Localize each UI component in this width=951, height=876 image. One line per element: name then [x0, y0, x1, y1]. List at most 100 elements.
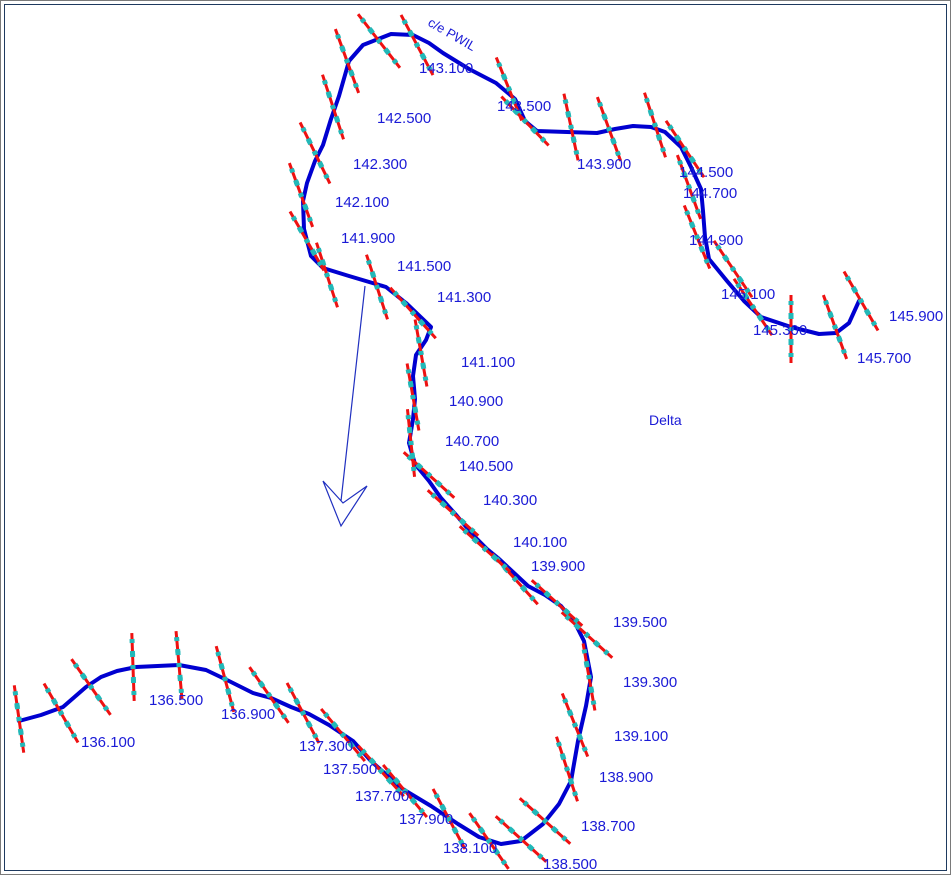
cross-section-tick	[426, 65, 433, 71]
cross-section-tick	[394, 778, 401, 785]
cross-section-tick	[715, 244, 722, 251]
cross-section-tick	[414, 420, 421, 426]
station-label: 137.700	[355, 788, 409, 805]
cross-section-tick	[87, 683, 95, 691]
cross-section	[288, 210, 326, 272]
station-label: 142.300	[353, 156, 407, 173]
cross-section-tick	[863, 308, 871, 315]
cross-section	[333, 28, 361, 94]
cross-section	[389, 286, 437, 340]
cross-section-tick	[305, 720, 312, 727]
cross-section-tick	[539, 136, 547, 143]
cross-section-tick	[343, 58, 351, 64]
cross-section-tick	[352, 82, 359, 89]
cross-section-tick	[16, 716, 22, 722]
cross-section	[426, 489, 480, 537]
cross-section	[530, 579, 584, 627]
cross-section-tick	[500, 859, 508, 866]
cross-section-tick	[410, 394, 416, 400]
cross-section-tick	[449, 509, 457, 517]
cross-section-tick	[315, 247, 322, 253]
cross-section-tick	[857, 298, 865, 304]
region-label-delta: Delta	[649, 412, 682, 428]
station-label: 136.100	[81, 734, 135, 751]
station-label: 144.500	[679, 164, 733, 181]
cross-section-tick	[684, 210, 691, 216]
cross-section-tick	[576, 733, 583, 739]
cross-section-tick	[614, 150, 621, 157]
cross-section-tick	[420, 362, 426, 368]
cross-section-tick	[129, 638, 135, 644]
cross-section-tick	[94, 693, 102, 700]
cross-section-tick	[359, 17, 367, 24]
cross-section	[214, 645, 236, 713]
cross-section-tick	[521, 117, 529, 125]
cross-section-tick	[272, 701, 280, 708]
station-label: 136.500	[149, 692, 203, 709]
cross-section	[560, 692, 590, 758]
cross-section-tick	[327, 283, 334, 290]
cross-section-tick	[316, 260, 324, 267]
cross-section-tick	[605, 126, 613, 132]
cross-section	[319, 707, 367, 763]
cross-section	[518, 797, 572, 845]
cross-section-tick	[434, 479, 442, 487]
cross-section-tick	[130, 676, 136, 682]
cross-section-tick	[836, 335, 843, 342]
cross-section-tick	[490, 553, 498, 561]
cross-section-tick	[332, 722, 339, 729]
cross-section	[664, 119, 706, 179]
cross-section	[174, 630, 184, 700]
cross-section	[413, 319, 429, 387]
cross-section-tick	[409, 452, 415, 458]
cross-section-tick	[368, 28, 375, 35]
cross-section-tick	[573, 149, 580, 155]
cross-section-tick	[788, 327, 794, 331]
cross-section-tick	[131, 690, 137, 696]
cross-section-tick	[743, 293, 750, 301]
cross-section-tick	[258, 682, 266, 689]
cross-section-tick	[377, 295, 384, 302]
cross-section-tick	[445, 816, 453, 822]
cross-section-tick	[688, 155, 695, 163]
cross-section-tick	[417, 318, 425, 326]
station-label: 136.900	[221, 706, 275, 723]
cross-section-tick	[369, 758, 377, 766]
cross-section-tick	[729, 265, 737, 273]
cross-section	[562, 93, 580, 161]
cross-section	[42, 682, 80, 744]
cross-section-tick	[590, 700, 597, 706]
station-label: 141.300	[437, 289, 491, 306]
cross-section-tick	[440, 805, 447, 812]
station-label: 145.900	[889, 308, 943, 325]
cross-section-tick	[529, 595, 536, 602]
cross-section-tick	[698, 245, 705, 251]
cross-section-tick	[723, 255, 730, 263]
cross-section-tick	[583, 631, 591, 639]
cross-section-tick	[571, 722, 579, 728]
cross-section-tick	[72, 662, 80, 669]
cross-section-tick	[174, 636, 180, 642]
cross-section-tick	[693, 234, 701, 240]
cross-section	[357, 744, 405, 798]
cross-section-tick	[532, 809, 540, 817]
cross-section-tick	[323, 711, 330, 719]
cross-section-tick	[102, 705, 110, 712]
station-label: 140.300	[483, 492, 537, 509]
cross-section-tick	[321, 79, 328, 85]
cross-section	[712, 239, 754, 299]
cross-section-tick	[660, 147, 667, 153]
cross-section-tick	[597, 101, 604, 108]
cross-section	[643, 92, 667, 158]
station-label: 145.100	[721, 286, 775, 303]
cross-section-tick	[377, 767, 385, 775]
cross-section-tick	[309, 248, 317, 255]
cross-section-tick	[382, 309, 389, 315]
cross-section-tick	[405, 368, 412, 374]
station-label: 140.100	[513, 534, 567, 551]
station-label: 144.700	[683, 185, 737, 202]
cross-section-tick	[293, 180, 300, 187]
cross-section-tick	[560, 754, 567, 761]
